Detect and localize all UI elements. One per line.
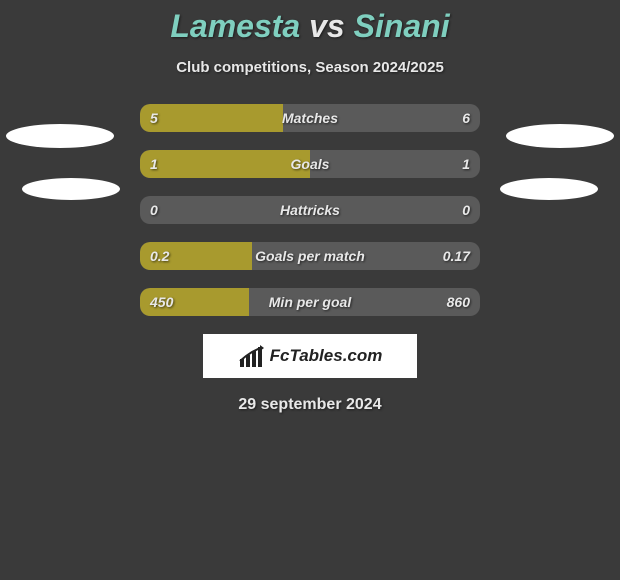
logo-chart-icon bbox=[238, 345, 264, 367]
page-title: Lamesta vs Sinani bbox=[0, 0, 620, 45]
stat-row: 1Goals1 bbox=[140, 150, 480, 178]
stat-value-right: 0.17 bbox=[443, 248, 470, 264]
stat-row: 5Matches6 bbox=[140, 104, 480, 132]
logo-text: FcTables.com bbox=[270, 346, 383, 366]
stat-value-right: 0 bbox=[462, 202, 470, 218]
stat-row: 450Min per goal860 bbox=[140, 288, 480, 316]
stat-label: Min per goal bbox=[140, 294, 480, 310]
stat-value-right: 860 bbox=[447, 294, 470, 310]
stats-container: 5Matches6 1Goals1 0Hattricks0 0.2Goals per … bbox=[0, 104, 620, 316]
stat-label: Goals per match bbox=[140, 248, 480, 264]
player-right-name: Sinani bbox=[354, 8, 450, 44]
stat-value-right: 6 bbox=[462, 110, 470, 126]
vs-text: vs bbox=[309, 8, 345, 44]
stat-row: 0.2Goals per match0.17 bbox=[140, 242, 480, 270]
stat-row: 0Hattricks0 bbox=[140, 196, 480, 224]
fctables-logo[interactable]: FcTables.com bbox=[203, 334, 417, 378]
subtitle: Club competitions, Season 2024/2025 bbox=[0, 59, 620, 76]
date-text: 29 september 2024 bbox=[0, 396, 620, 414]
stat-label: Hattricks bbox=[140, 202, 480, 218]
stat-label: Goals bbox=[140, 156, 480, 172]
player-left-name: Lamesta bbox=[170, 8, 300, 44]
stat-label: Matches bbox=[140, 110, 480, 126]
stat-value-right: 1 bbox=[462, 156, 470, 172]
